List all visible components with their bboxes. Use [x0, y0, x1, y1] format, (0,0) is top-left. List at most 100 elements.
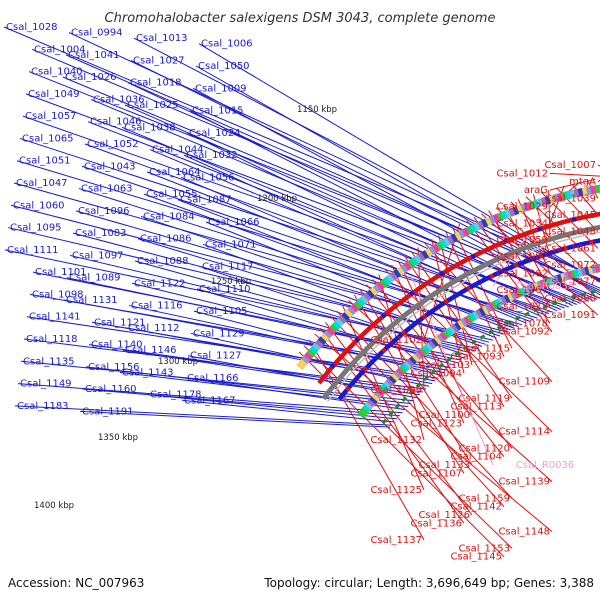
label-leader-line: [330, 316, 505, 508]
scale-tick-label: 1300 kbp: [158, 357, 198, 367]
gene-label: Csal_1087: [180, 195, 232, 206]
gene-label: Csal_1129: [193, 328, 245, 339]
gene-label: Csal_1032: [186, 150, 238, 161]
scale-ticks: 1150 kbp 1200 kbp 1250 kbp 1300 kbp 1350 kbp…: [34, 105, 337, 511]
gene-label: Csal_1167: [184, 395, 236, 406]
feature-dot: [408, 389, 415, 395]
gene-label: Csal_1135: [23, 356, 75, 367]
label-leader-line: [143, 193, 515, 329]
gene-label: Csal_1072: [544, 260, 596, 271]
feature-dot: [394, 403, 401, 410]
label-leader-line: [473, 216, 551, 324]
label-leader-line: [205, 221, 497, 339]
gene-label: Csal_1060: [13, 200, 65, 211]
gene-label: araG: [524, 185, 548, 196]
gene-label: Csal_1119: [458, 393, 510, 404]
feature-dot: [415, 382, 422, 388]
gene-label: Csal_1027: [133, 55, 185, 66]
gene-label: Csal_1160: [85, 384, 137, 395]
gene-label: Csal_1099: [370, 385, 422, 396]
label-leader-line: [488, 210, 551, 307]
label-leader-line: [122, 349, 420, 396]
scale-tick-label: 1250 kbp: [211, 277, 251, 287]
gene-label: mtgA: [569, 177, 596, 188]
gene-label: Csal_1006: [201, 39, 253, 50]
label-leader-line: [202, 243, 483, 347]
gene-arrow-plus: [317, 375, 326, 385]
feature-dot: [454, 350, 461, 357]
gene-label: Csal_1103: [418, 360, 470, 371]
feature-dot: [533, 307, 539, 313]
gene-label: Csal_1110: [199, 284, 251, 295]
gene-label: Csal_1077: [544, 277, 596, 288]
rna-label: Csal_R0035: [516, 281, 575, 292]
label-leader-line: [17, 383, 403, 414]
label-leader-line: [189, 110, 573, 307]
gene-label: Csal_1159: [458, 493, 510, 504]
gene-label: Csal_1089: [69, 273, 121, 284]
gene-label: Csal_1145: [450, 552, 502, 563]
gene-label: Csal_1088: [137, 256, 189, 267]
gene-label: Csal_1047: [16, 178, 68, 189]
gene-label: Csal_1057: [25, 111, 77, 122]
label-leader-lines: [3, 26, 600, 558]
label-leader-line: [348, 299, 553, 483]
gene-label: Csal_1038: [124, 122, 176, 133]
gene-label: Csal_1086: [140, 234, 192, 245]
gene-label: Csal_1116: [131, 301, 183, 312]
label-leader-line: [149, 149, 546, 316]
gene-label: Csal_1044: [152, 145, 204, 156]
gene-label: Csal_1015: [192, 106, 244, 117]
gene-label: Csal_1018: [130, 78, 182, 89]
feature-dot: [496, 324, 503, 330]
gene-label: Csal_1096: [78, 206, 130, 217]
gene-features: [296, 183, 600, 425]
gene-label: Csal_1013: [136, 33, 188, 44]
label-leader-line: [480, 213, 599, 316]
gene-label: Csal_1149: [20, 379, 72, 390]
gene-label: Csal_1066: [208, 217, 260, 228]
gene-label: Csal_1101: [35, 267, 87, 278]
gene-label: Csal_1073: [496, 302, 548, 313]
scale-tick-label: 1150 kbp: [297, 105, 337, 115]
gene-label: Csal_1115: [458, 343, 510, 354]
gene-label: Csal_1090: [544, 293, 596, 304]
gene-label: Csal_1012: [496, 168, 548, 179]
feature-dot: [470, 339, 477, 345]
label-leader-line: [4, 249, 479, 350]
genome-ring: [321, 224, 600, 403]
label-leader-line: [549, 185, 565, 224]
gene-label: Csal_1039: [544, 193, 596, 204]
feature-dot: [590, 289, 596, 295]
gene-label: Csal_1143: [122, 367, 174, 378]
gene-label: Csal_1095: [10, 223, 62, 234]
gene-label: Csal_1084: [143, 211, 195, 222]
gene-label: Csal_1082: [496, 252, 548, 263]
gene-label: Csal_1092: [498, 327, 550, 338]
feature-dot: [561, 297, 568, 303]
feature-dot: [430, 369, 437, 375]
label-leader-line: [438, 234, 473, 366]
gene-label: Csal_1097: [72, 250, 124, 261]
feature-dot: [523, 311, 530, 317]
feature-dot: [488, 329, 494, 335]
label-leader-line: [90, 98, 581, 304]
feature-dot: [462, 345, 469, 351]
gene-label: Csal_1140: [91, 340, 143, 351]
label-leader-line: [133, 37, 600, 282]
feature-dot: [401, 396, 408, 402]
gene-label: Csal_1111: [7, 245, 59, 256]
gene-label: Csal_1118: [26, 334, 78, 345]
label-leader-line: [82, 388, 400, 417]
gene-label: Csal_1146: [125, 345, 177, 356]
gene-label: Csal_1131: [66, 295, 118, 306]
gene-label: Csal_1041: [68, 50, 120, 61]
accession-text: Accession: NC_007963: [8, 576, 144, 590]
label-leader-line: [181, 399, 395, 423]
gene-label: Csal_1183: [17, 401, 69, 412]
label-leader-line: [19, 137, 554, 313]
gene-label: Csal_1026: [65, 72, 117, 83]
gene-label: Csal_1056: [183, 172, 235, 183]
gene-label: Csal_1125: [370, 485, 422, 496]
